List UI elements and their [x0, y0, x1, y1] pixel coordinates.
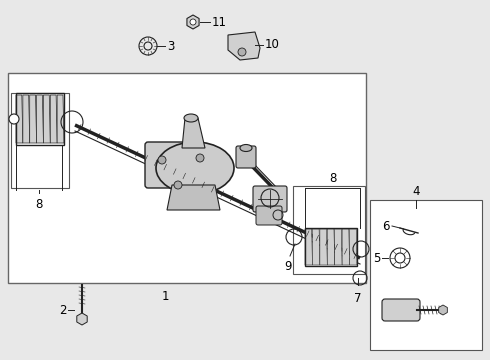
- FancyBboxPatch shape: [236, 146, 256, 168]
- Circle shape: [190, 19, 196, 25]
- Polygon shape: [44, 95, 50, 143]
- Polygon shape: [349, 229, 357, 265]
- Circle shape: [9, 114, 19, 124]
- Polygon shape: [313, 229, 320, 265]
- Bar: [16, 93, 64, 145]
- Text: 3: 3: [167, 40, 174, 53]
- Bar: [370, 200, 482, 350]
- Polygon shape: [228, 32, 260, 60]
- Polygon shape: [30, 95, 37, 143]
- Text: 8: 8: [35, 198, 43, 211]
- Polygon shape: [320, 229, 327, 265]
- Bar: [8, 73, 366, 283]
- Ellipse shape: [240, 144, 252, 152]
- Polygon shape: [167, 185, 220, 210]
- Polygon shape: [305, 229, 313, 265]
- Text: 7: 7: [354, 292, 362, 305]
- FancyBboxPatch shape: [145, 142, 189, 188]
- Text: 1: 1: [161, 289, 169, 302]
- Circle shape: [238, 48, 246, 56]
- Polygon shape: [327, 229, 335, 265]
- Bar: [11, 93, 69, 188]
- FancyBboxPatch shape: [253, 186, 287, 212]
- Polygon shape: [37, 95, 44, 143]
- Text: 10: 10: [265, 39, 280, 51]
- Circle shape: [196, 154, 204, 162]
- Polygon shape: [342, 229, 349, 265]
- Bar: [305, 228, 357, 266]
- Polygon shape: [57, 95, 64, 143]
- Text: 5: 5: [372, 252, 380, 265]
- Polygon shape: [182, 118, 205, 148]
- FancyBboxPatch shape: [382, 299, 420, 321]
- Circle shape: [158, 156, 166, 164]
- Polygon shape: [335, 229, 342, 265]
- Text: 11: 11: [212, 15, 227, 28]
- Polygon shape: [16, 95, 23, 143]
- Circle shape: [174, 181, 182, 189]
- Ellipse shape: [156, 142, 234, 194]
- Text: 4: 4: [412, 185, 420, 198]
- Polygon shape: [50, 95, 57, 143]
- Text: 2: 2: [59, 303, 67, 316]
- Text: 9: 9: [284, 260, 292, 273]
- Polygon shape: [23, 95, 30, 143]
- Ellipse shape: [184, 114, 198, 122]
- Bar: [293, 186, 365, 274]
- Text: 8: 8: [329, 172, 337, 185]
- FancyBboxPatch shape: [256, 206, 282, 225]
- Text: 6: 6: [383, 220, 390, 233]
